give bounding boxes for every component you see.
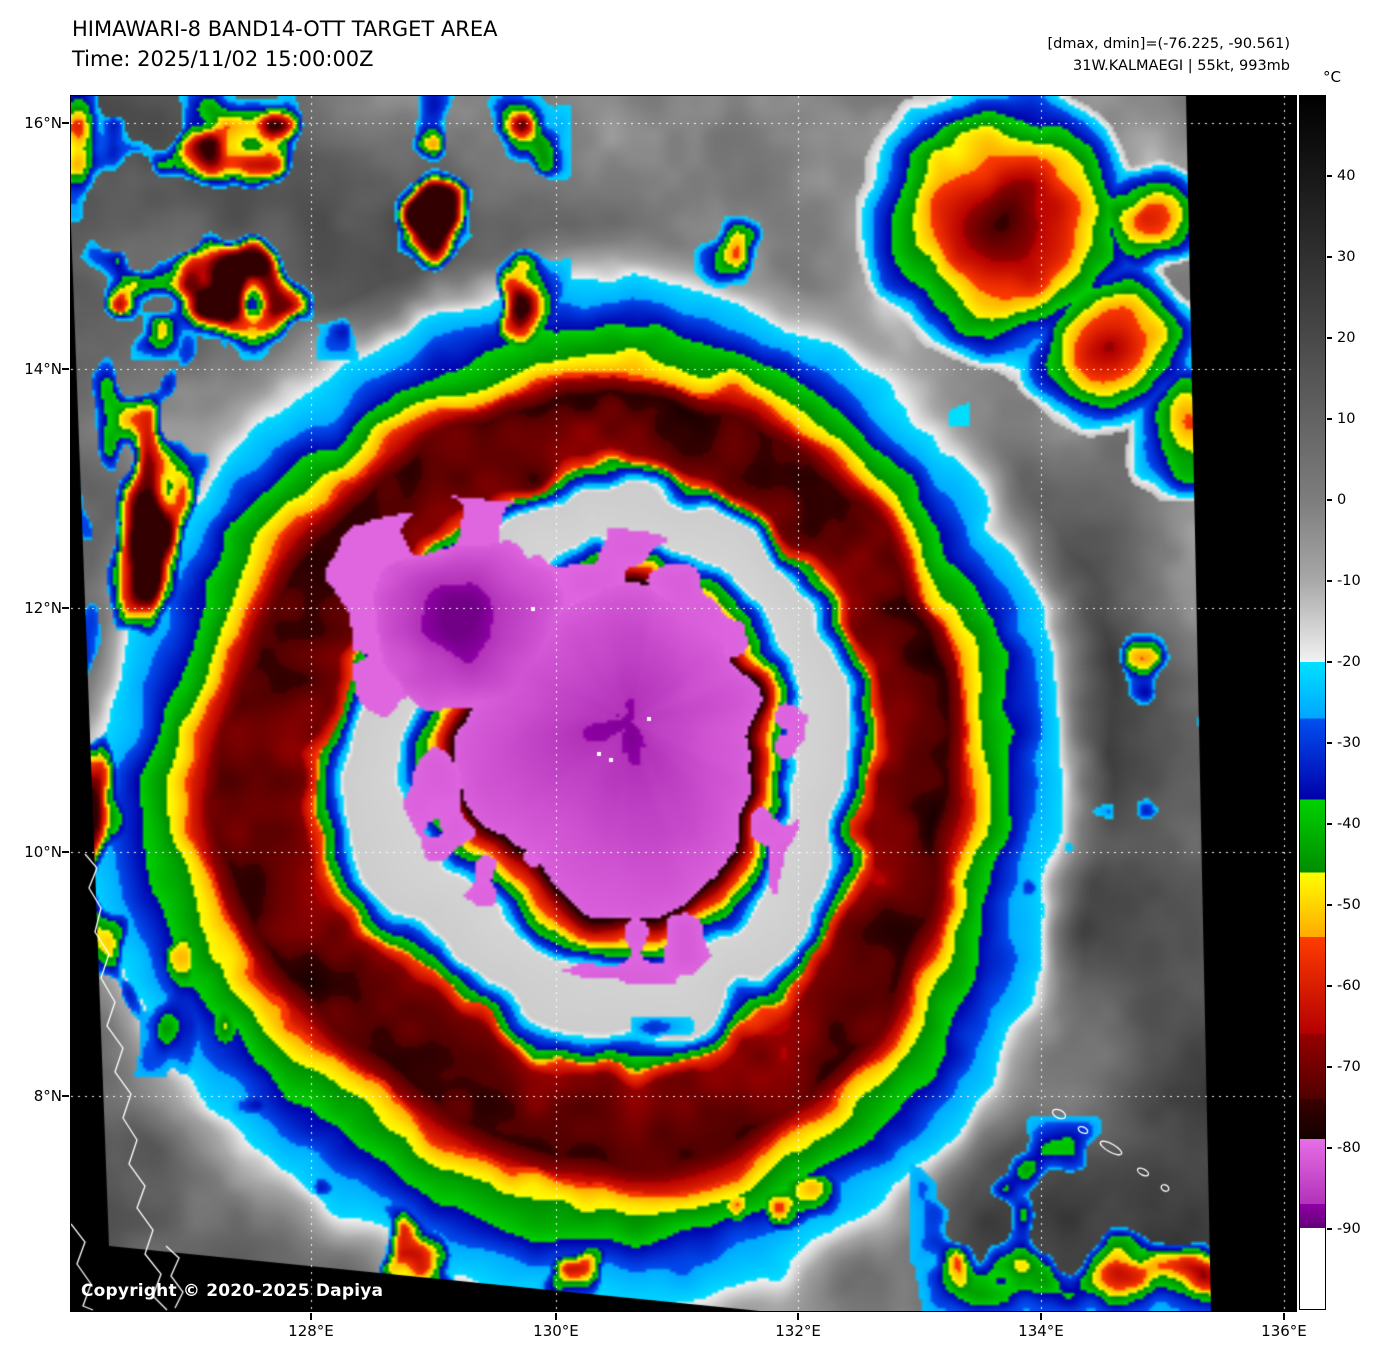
colorbar-tick [1327,337,1332,339]
lat-axis-label: 10°N [24,842,62,861]
colorbar-unit-label: °C [1323,68,1341,86]
lon-axis-label: 136°E [1261,1322,1307,1340]
lon-axis-tick [1039,1313,1042,1320]
colorbar-tick-label: -80 [1337,1140,1361,1156]
lat-axis-label: 12°N [24,599,62,617]
product-title: HIMAWARI-8 BAND14-OTT TARGET AREA [72,17,498,41]
lon-axis-tick [1282,1313,1285,1320]
lat-axis-label: 8°N [33,1086,62,1105]
colorbar-tick-label: -60 [1337,978,1361,994]
colorbar-tick [1327,742,1332,744]
colorbar-tick-label: 10 [1337,411,1356,427]
colorbar-tick-label: -10 [1337,573,1361,589]
colorbar-tick-label: -20 [1337,654,1361,670]
colorbar-tick-label: -50 [1337,897,1361,913]
colorbar-tick-label: -70 [1337,1059,1361,1075]
temperature-colorbar: °C 40 30 20 10 0 -10 -20 -30 -40 -50 -60 -70 -80 -90 [1299,68,1361,1310]
colorbar-tick-label: -90 [1337,1221,1361,1237]
product-time: Time: 2025/11/02 15:00:00Z [72,47,374,72]
lon-axis-tick [797,1313,800,1320]
colorbar-tick-label: -40 [1337,816,1361,832]
colorbar-tick [1327,823,1332,825]
lat-axis-tick [62,1094,69,1097]
lat-axis-tick [62,607,69,609]
storm-info: 31W.KALMAEGI | 55kt, 993mb [1073,57,1290,74]
copyright-watermark: Copyright © 2020-2025 Dapiya [81,1281,384,1301]
lat-axis-label: 14°N [24,360,62,378]
colorbar-tick-label: 20 [1337,330,1356,346]
colorbar-tick-label: 30 [1337,249,1356,265]
colorbar-tick [1327,580,1332,582]
lon-axis-label: 132°E [775,1322,821,1340]
colorbar-tick [1327,1228,1332,1230]
colorbar-tick [1327,175,1332,177]
satellite-ir-image [71,96,1296,1311]
title-block: HIMAWARI-8 BAND14-OTT TARGET AREA Time: … [72,14,498,75]
satellite-map-panel: Copyright © 2020-2025 Dapiya 16°N 14°N 12°… [24,95,1307,1340]
colorbar-tick [1327,985,1332,987]
lon-axis-label: 130°E [533,1322,579,1340]
colorbar-tick [1327,661,1332,663]
lat-axis-tick [62,121,69,124]
colorbar-tick [1327,256,1332,258]
colorbar-tick [1327,1066,1332,1068]
info-block: [dmax, dmin]=(-76.225, -90.561) 31W.KALM… [940,34,1291,78]
lon-axis-tick [554,1313,557,1320]
colorbar-tick-label: 0 [1337,492,1347,508]
colorbar-tick-label: 40 [1337,168,1356,184]
lon-axis-label: 134°E [1018,1322,1064,1340]
lat-axis-tick [62,850,69,853]
colorbar-tick [1327,418,1332,420]
lon-axis-label: 128°E [288,1322,334,1340]
colorbar-gradient [1299,95,1326,1310]
lon-axis-tick [309,1313,312,1320]
colorbar-tick [1327,499,1332,501]
dmax-dmin-readout: [dmax, dmin]=(-76.225, -90.561) [1047,36,1291,52]
lat-axis-tick [62,368,69,370]
colorbar-tick [1327,904,1332,906]
lat-axis-label: 16°N [24,113,62,132]
colorbar-tick [1327,1147,1332,1149]
colorbar-tick-label: -30 [1337,735,1361,751]
